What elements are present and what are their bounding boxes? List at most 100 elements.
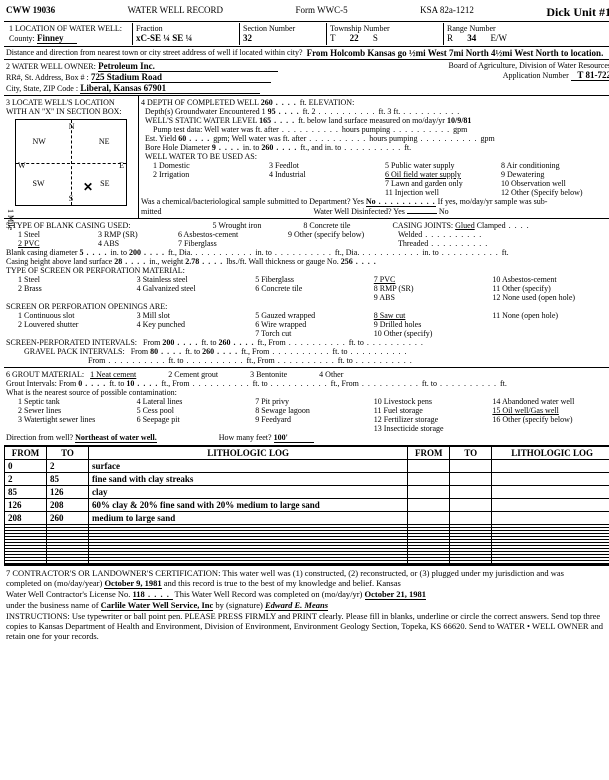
ct1: 1 Septic tank: [18, 397, 137, 406]
cert-instr: INSTRUCTIONS: Use typewriter or ball poi…: [6, 611, 603, 641]
open-label: SCREEN OR PERFORATION OPENINGS ARE:: [6, 302, 167, 311]
row3-from: From: [88, 356, 168, 365]
ct7: 7 Pit privy: [255, 397, 374, 406]
pump-label: Pump test data: Well water was: [153, 125, 253, 134]
o2: 2 Louvered shutter: [18, 320, 137, 329]
range-r: R: [447, 33, 453, 43]
ct6: 6 Seepage pit: [137, 415, 256, 424]
u12: 12 Other (Specify below): [501, 188, 609, 197]
log-hdr-to2: TO: [450, 447, 492, 460]
owner-name: Petroleum Inc.: [98, 61, 278, 72]
dir-n: N: [69, 122, 75, 131]
dia-in: in. to: [111, 248, 127, 257]
s12: 12 None used (open hole): [492, 293, 609, 302]
g3: 3 Bentonite: [250, 370, 287, 379]
s1: 1 Steel: [18, 275, 137, 284]
disinfect: Water Well Disinfected? Yes: [313, 207, 404, 216]
log-hdr-from2: FROM: [408, 447, 450, 460]
loc-label: 1 LOCATION OF WATER WELL:: [9, 24, 129, 33]
ct11: 11 Fuel storage: [374, 406, 493, 415]
o4: 4 Key punched: [137, 320, 256, 329]
gw3: ft. 3: [379, 107, 392, 116]
unit-name: Dick Unit #1: [546, 5, 609, 20]
weight-value: 2.78: [185, 257, 226, 266]
gpi-ft: ft., From: [241, 347, 332, 356]
township-t: T: [330, 33, 335, 43]
gi-label: Grout Intervals: From: [6, 379, 76, 388]
s7: 7 PVC: [374, 275, 493, 284]
range-value: 34: [467, 33, 476, 43]
spi-from: 200: [162, 338, 201, 347]
sec4-label: 4 DEPTH OF COMPLETED WELL: [141, 98, 259, 107]
spi-ft: ft., From: [257, 338, 348, 347]
c7: 7 Fiberglass: [178, 239, 288, 248]
spi-to: 260: [218, 338, 257, 347]
spi-from-lbl: From: [143, 338, 160, 347]
yield-unit: gpm; Well water was: [213, 134, 280, 143]
section-7: 7 CONTRACTOR'S OR LANDOWNER'S CERTIFICAT…: [4, 564, 609, 643]
cert-line3b: This Water Well Record was completed on …: [175, 589, 363, 599]
sec6-label: 6 GROUT MATERIAL:: [6, 370, 84, 379]
gw1: 1: [262, 107, 266, 116]
dir-nw: NW: [33, 137, 46, 146]
ct9: 9 Feedyard: [255, 415, 374, 424]
bore-in2: in. to: [325, 143, 404, 152]
cert-label: 7 CONTRACTOR'S OR LANDOWNER'S CERTIFICAT…: [6, 568, 564, 578]
sec5-label: 5 TYPE OF BLANK CASING USED:: [6, 221, 131, 230]
section-2: 2 WATER WELL OWNER: Petroleum Inc. RR#, …: [4, 60, 609, 96]
s5: 5 Fiberglass: [255, 275, 374, 284]
cert-line3a: Water Well Contractor's License No.: [6, 589, 130, 599]
sec3-label: 3 LOCATE WELL'S LOCATION WITH AN "X" IN …: [6, 98, 136, 116]
s8: 8 RMP (SR): [374, 284, 493, 293]
c6: 6 Asbestos-cement: [178, 230, 288, 239]
c4: 4 ABS: [98, 239, 178, 248]
height-value: 28: [114, 257, 149, 266]
gi-ft: ft., From: [161, 379, 252, 388]
form-code: CWW 19036: [6, 5, 55, 20]
gpi-to2: ft. to: [332, 347, 407, 356]
dia-label: Blank casing diameter: [6, 248, 78, 257]
ct5: 5 Cess pool: [137, 406, 256, 415]
mitted: mitted: [141, 207, 161, 216]
feet-label: How many feet?: [219, 433, 272, 442]
s3: 3 Stainless steel: [137, 275, 256, 284]
section-3: 3 LOCATE WELL'S LOCATION WITH AN "X" IN …: [4, 96, 139, 218]
dia-in3: in. to: [422, 248, 501, 257]
joints: CASING JOINTS:: [392, 221, 453, 230]
log-hdr-to: TO: [47, 447, 89, 460]
log-hdr-lith: LITHOLOGIC LOG: [89, 447, 408, 460]
u2: 2 Irrigation: [153, 170, 263, 179]
dir-label: Direction from well?: [6, 433, 73, 442]
gi-ft3: ft., From: [331, 379, 422, 388]
j4: Threaded: [398, 239, 609, 248]
cert-date2: October 21, 1981: [365, 589, 426, 600]
table-row: 85126clay: [5, 486, 609, 499]
o10: 10 Other (specify): [374, 329, 493, 338]
dir-se: SE: [100, 179, 109, 188]
bore-ft2: ft.: [404, 143, 411, 152]
gw-ft: ft.: [303, 107, 310, 116]
dir-w: W: [18, 161, 26, 170]
u4: 4 Industrial: [269, 170, 379, 179]
o3: 3 Mill slot: [137, 311, 256, 320]
cert-sig: Edward E. Means: [265, 600, 328, 611]
cert-line4a: under the business name of: [6, 600, 99, 610]
dir-sw: SW: [33, 179, 45, 188]
yield-gpm: gpm: [480, 134, 494, 143]
distance-row: Distance and direction from nearest town…: [4, 47, 609, 60]
weight-unit: lbs./ft. Wall thickness or gauge No.: [226, 257, 339, 266]
o5: 5 Gauzed wrapped: [255, 311, 374, 320]
row3-ft: ft., From: [246, 356, 337, 365]
ct14: 14 Abandoned water well: [492, 397, 609, 406]
s2: 2 Brass: [18, 284, 137, 293]
row3-to: ft. to: [168, 356, 246, 365]
yield-after: ft. after: [283, 134, 370, 143]
gauge-value: 256: [341, 257, 377, 266]
c9: 9 Other (specify below): [288, 230, 398, 239]
u5: 5 Public water supply: [385, 161, 495, 170]
addr-value: 725 Stadium Road: [91, 72, 271, 83]
bore-ft: ft., and: [300, 143, 322, 152]
section-label: Section Number: [243, 24, 323, 33]
u8: 8 Air conditioning: [501, 161, 609, 170]
x-mark: ✕: [83, 180, 93, 195]
